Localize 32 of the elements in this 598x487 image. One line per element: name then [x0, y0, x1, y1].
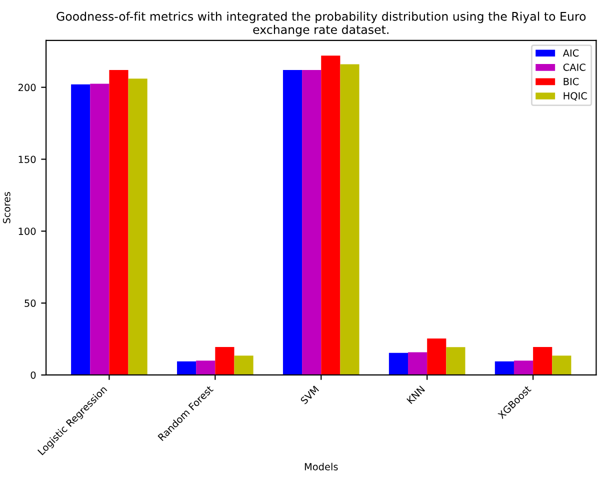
- y-axis-title: Scores: [2, 192, 10, 224]
- chart-title: Goodness-of-fit metrics with integrated the probability distribution using the Riyal to Euro exchange rate dataset.: [56, 12, 586, 36]
- y-tick-label: 150: [18, 156, 36, 164]
- bar: [128, 78, 148, 375]
- bar: [552, 356, 572, 375]
- bar: [408, 352, 428, 375]
- bar: [109, 70, 128, 375]
- bar: [282, 70, 302, 375]
- x-axis-title: Models: [304, 462, 338, 470]
- legend-label: AIC: [562, 49, 579, 57]
- bar: [234, 356, 254, 375]
- y-tick-label: 0: [30, 371, 36, 379]
- bar: [388, 352, 408, 375]
- bar: [90, 84, 110, 375]
- bar: [446, 347, 466, 375]
- legend-label: BIC: [564, 78, 579, 86]
- bar: [494, 361, 514, 375]
- y-tick-label: 100: [18, 228, 36, 235]
- bar: [340, 64, 360, 375]
- y-tick-label: 200: [18, 84, 36, 92]
- bar: [321, 56, 340, 375]
- y-tick-label: 50: [24, 300, 36, 307]
- bar: [177, 361, 196, 375]
- bar: [427, 338, 446, 375]
- legend-label: HQIC: [564, 92, 587, 101]
- bar: [71, 84, 90, 375]
- bar: [302, 70, 322, 375]
- bar: [215, 346, 234, 375]
- legend-label: CAIC: [563, 64, 586, 71]
- bar: [514, 360, 534, 375]
- bar: [533, 346, 552, 375]
- bar: [196, 360, 216, 375]
